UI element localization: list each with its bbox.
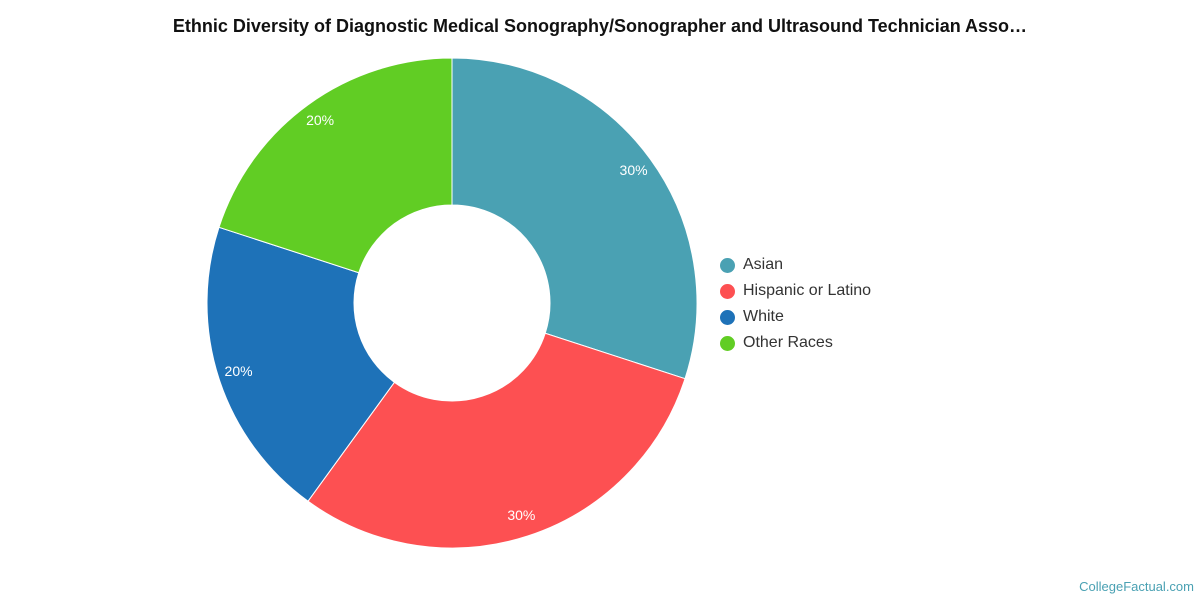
legend-item-white[interactable]: White	[720, 304, 871, 330]
data-label-asian: 30%	[620, 162, 648, 178]
legend-item-hispanic-or-latino[interactable]: Hispanic or Latino	[720, 278, 871, 304]
legend-item-other-races[interactable]: Other Races	[720, 330, 871, 356]
legend-swatch-other-races	[720, 335, 735, 351]
legend-swatch-hispanic-or-latino	[720, 283, 735, 299]
data-label-white: 20%	[225, 363, 253, 379]
legend-swatch-asian	[720, 257, 735, 273]
slice-asian[interactable]	[451, 57, 698, 380]
legend-label-hispanic-or-latino: Hispanic or Latino	[743, 282, 872, 299]
legend-label-white: White	[743, 308, 784, 325]
slice-hispanic-or-latino[interactable]	[307, 332, 686, 549]
data-label-other-races: 20%	[306, 112, 334, 128]
legend-label-asian: Asian	[743, 256, 784, 273]
legend-swatch-white	[720, 309, 735, 325]
legend-item-asian[interactable]: Asian	[720, 252, 871, 278]
credit-link[interactable]: CollegeFactual.com	[1079, 579, 1194, 594]
legend-label-other-races: Other Races	[743, 334, 833, 351]
legend: Asian Hispanic or Latino White Other Rac…	[720, 252, 871, 356]
slice-white[interactable]	[206, 226, 396, 502]
chart-title: Ethnic Diversity of Diagnostic Medical S…	[172, 16, 1028, 36]
slice-other-races[interactable]	[218, 57, 453, 274]
data-label-hispanic-or-latino: 30%	[507, 507, 535, 523]
